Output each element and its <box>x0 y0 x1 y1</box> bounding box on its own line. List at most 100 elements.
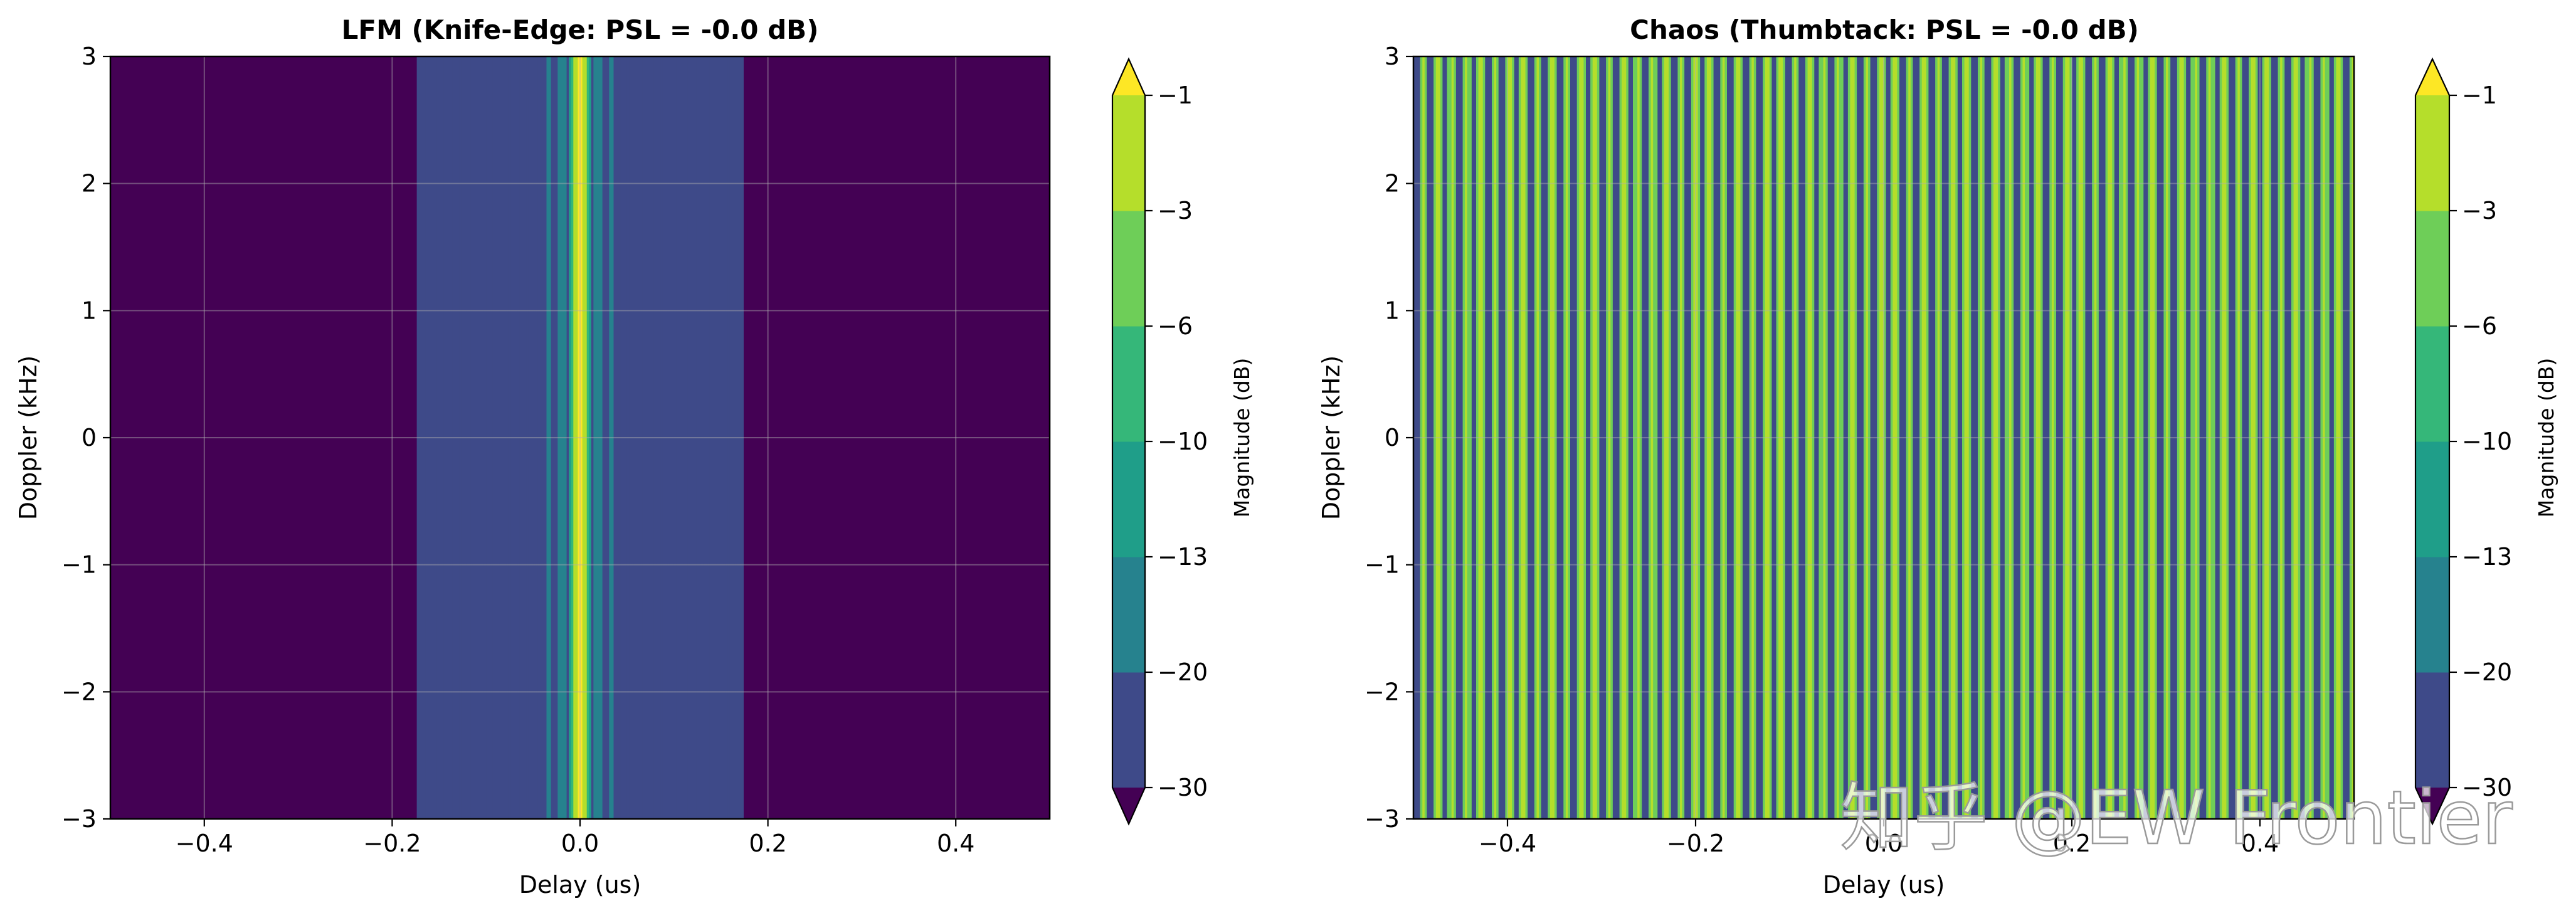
heatmap-column <box>2217 56 2220 819</box>
lfm-colorbar-ticks: −30 −20 −13 −10 −6 −3 −1 <box>1145 82 1208 801</box>
heatmap-column <box>2156 56 2160 819</box>
heatmap-column <box>466 56 469 819</box>
y-tick-label: 0 <box>82 424 97 451</box>
chaos-colorbar-label: Magnitude (dB) <box>2534 358 2558 518</box>
x-tick-label: 0.2 <box>749 830 786 857</box>
heatmap-column <box>555 56 558 819</box>
heatmap-column <box>616 56 619 819</box>
heatmap-column <box>1653 56 1656 819</box>
heatmap-column <box>2155 56 2158 819</box>
heatmap-column <box>1870 56 1873 819</box>
heatmap-column <box>544 56 547 819</box>
heatmap-column <box>739 56 742 819</box>
heatmap-column <box>1552 56 1555 819</box>
heatmap-column <box>1646 56 1649 819</box>
heatmap-column <box>1823 56 1826 819</box>
heatmap-column <box>1763 56 1766 819</box>
heatmap-column <box>1597 56 1600 819</box>
heatmap-column <box>700 56 704 819</box>
heatmap-column <box>1890 56 1893 819</box>
heatmap-column <box>470 56 473 819</box>
heatmap-column <box>1673 56 1676 819</box>
heatmap-column <box>1505 56 1508 819</box>
heatmap-column <box>1570 56 1573 819</box>
lfm-colorbar-label: Magnitude (dB) <box>1230 358 1254 518</box>
heatmap-column <box>1968 56 1972 819</box>
heatmap-column <box>1476 56 1479 819</box>
heatmap-column <box>2296 56 2299 819</box>
heatmap-column <box>578 56 581 819</box>
heatmap-column <box>1827 56 1830 819</box>
y-tick-label: 3 <box>82 43 97 70</box>
x-tick-label: −0.2 <box>363 830 421 857</box>
heatmap-column <box>1720 56 1723 819</box>
heatmap-column <box>1765 56 1768 819</box>
colorbar-band <box>2415 672 2449 788</box>
x-tick-label: 0.4 <box>937 830 974 857</box>
heatmap-column <box>1879 56 1882 819</box>
heatmap-column <box>2233 56 2236 819</box>
heatmap-column <box>1834 56 1837 819</box>
heatmap-column <box>1998 56 2001 819</box>
heatmap-column <box>638 56 641 819</box>
colorbar-band <box>1112 557 1145 673</box>
heatmap-column <box>656 56 659 819</box>
heatmap-column <box>712 56 715 819</box>
heatmap-column <box>575 56 579 819</box>
heatmap-column <box>606 56 610 819</box>
heatmap-column <box>455 56 458 819</box>
heatmap-column <box>1657 56 1660 819</box>
heatmap-column <box>1418 56 1421 819</box>
heatmap-column <box>1991 56 1994 819</box>
heatmap-column <box>1904 56 1907 819</box>
heatmap-column <box>2078 56 2081 819</box>
heatmap-column <box>1814 56 1817 819</box>
heatmap-column <box>1469 56 1472 819</box>
heatmap-column <box>2098 56 2102 819</box>
heatmap-column <box>2172 56 2175 819</box>
heatmap-column <box>1966 56 1970 819</box>
heatmap-column <box>732 56 735 819</box>
heatmap-column <box>626 56 630 819</box>
heatmap-column <box>468 56 471 819</box>
heatmap-column <box>2007 56 2010 819</box>
heatmap-column <box>1785 56 1788 819</box>
heatmap-column <box>2141 56 2144 819</box>
heatmap-column <box>2298 56 2301 819</box>
heatmap-column <box>2089 56 2093 819</box>
heatmap-column <box>1700 56 1703 819</box>
heatmap-column <box>1874 56 1877 819</box>
heatmap-column <box>602 56 605 819</box>
heatmap-column <box>2237 56 2241 819</box>
heatmap-column <box>1435 56 1438 819</box>
heatmap-column <box>696 56 699 819</box>
heatmap-column <box>2011 56 2014 819</box>
colorbar-band <box>1112 326 1145 442</box>
heatmap-column <box>1608 56 1611 819</box>
heatmap-column <box>1623 56 1627 819</box>
heatmap-column <box>435 56 438 819</box>
heatmap-column <box>2222 56 2225 819</box>
heatmap-column <box>504 56 507 819</box>
colorbar-tick-label: −10 <box>2462 428 2512 455</box>
heatmap-column <box>2340 56 2343 819</box>
heatmap-column <box>1899 56 1903 819</box>
heatmap-column <box>1753 56 1757 819</box>
heatmap-column <box>1413 56 1417 819</box>
heatmap-column <box>421 56 424 819</box>
heatmap-column <box>1447 56 1450 819</box>
heatmap-column <box>551 56 554 819</box>
heatmap-column <box>620 56 623 819</box>
heatmap-column <box>1644 56 1647 819</box>
heatmap-column <box>571 56 574 819</box>
heatmap-column <box>2230 56 2234 819</box>
heatmap-column <box>1850 56 1853 819</box>
x-tick-label: 0.0 <box>1865 830 1903 857</box>
heatmap-column <box>1847 56 1851 819</box>
chaos-colorbar <box>2414 57 2451 826</box>
heatmap-column <box>2278 56 2281 819</box>
heatmap-column <box>482 56 485 819</box>
heatmap-column <box>1502 56 1506 819</box>
heatmap-column <box>1747 56 1750 819</box>
heatmap-column <box>584 56 588 819</box>
